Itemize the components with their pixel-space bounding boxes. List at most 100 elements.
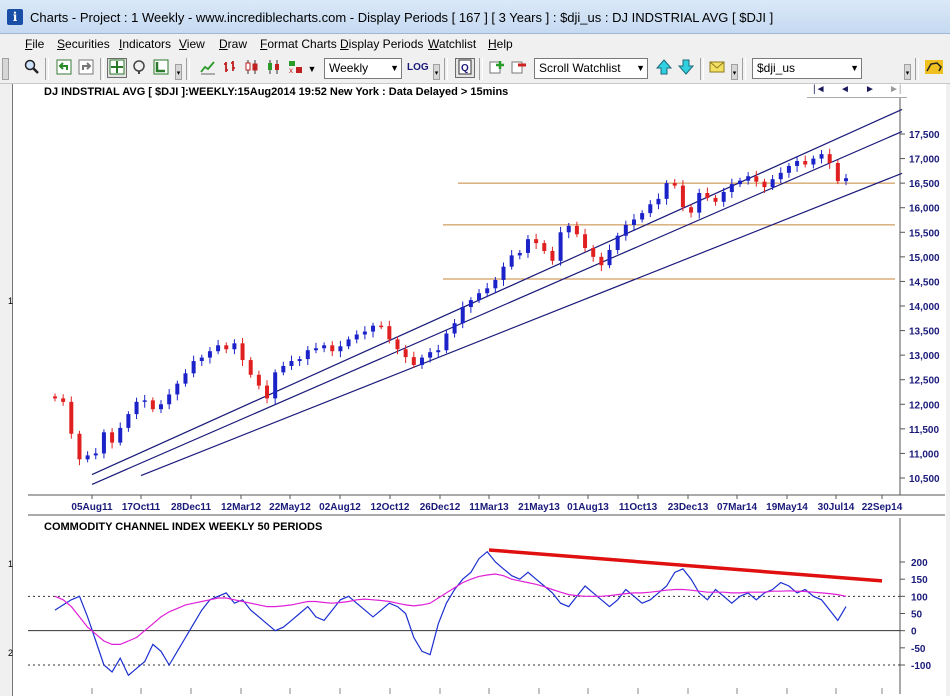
line-chart-icon[interactable] (198, 58, 218, 78)
next-page-icon[interactable]: ► (865, 84, 875, 95)
candle-body (697, 192, 702, 213)
candle-body (623, 224, 628, 236)
add-security-icon[interactable] (487, 58, 507, 78)
candle-body (786, 165, 791, 173)
toolbar-grip[interactable]: ▾ (731, 64, 738, 80)
candle-body (354, 334, 359, 340)
menu-help[interactable]: Help (488, 37, 513, 51)
chart-type-icon[interactable] (151, 58, 171, 78)
candle-body (110, 432, 115, 443)
cci-y-tick-label: -100 (911, 661, 931, 672)
price-y-tick-label: 12,000 (909, 400, 940, 411)
bull-icon[interactable] (924, 58, 944, 78)
toolbar-grip[interactable]: ▾ (175, 64, 182, 80)
toolbar-grip[interactable] (2, 58, 9, 80)
price-panel-label: 1 (8, 296, 14, 306)
candle-body (224, 345, 229, 350)
undo-icon[interactable] (54, 58, 74, 78)
price-x-tick-label: 28Dec11 (171, 502, 211, 513)
candle-body (371, 325, 376, 332)
price-y-tick-label: 16,500 (909, 179, 940, 190)
toolbar-grip[interactable]: ▾ (433, 64, 440, 80)
title-bar: i Charts - Project : 1 Weekly - www.incr… (0, 0, 950, 34)
candle-body (118, 427, 123, 443)
menu-watchlist[interactable]: Watchlist (428, 37, 477, 51)
candle-body (468, 300, 473, 307)
down-arrow-icon[interactable] (676, 58, 696, 78)
menu-indicators[interactable]: Indicators (119, 37, 172, 51)
menu-securities[interactable]: Securities (57, 37, 110, 51)
toolbar-grip[interactable]: ▾ (904, 64, 911, 80)
channel-line-lower (140, 172, 903, 477)
candle-body (265, 385, 270, 399)
security-select[interactable]: $dji_us ▼ (752, 58, 862, 79)
candle-body (69, 401, 74, 434)
cci-panel-label-1: 1 (8, 559, 14, 569)
menu-format-charts[interactable]: Format Charts (260, 37, 337, 51)
candle-body (583, 234, 588, 249)
quick-view-icon[interactable]: Q (455, 58, 475, 78)
bar-chart-icon[interactable] (220, 58, 240, 78)
candle-body (452, 323, 457, 334)
equivolume-icon[interactable]: x (286, 58, 306, 78)
candle-body (835, 162, 840, 182)
previous-page-icon[interactable]: ◄ (840, 84, 850, 95)
app-icon: i (7, 9, 23, 25)
crosshair-icon[interactable] (107, 58, 127, 78)
price-y-tick-label: 17,000 (909, 155, 940, 166)
chevron-down-icon: ▼ (850, 63, 859, 73)
candle-body (248, 360, 253, 375)
toolbar: ▾ x ▼ Weekly ▼ LOG ▾ Q Scroll Watchlist ▼ … (0, 54, 950, 84)
menu-file[interactable]: File (25, 37, 45, 51)
candle-body (216, 345, 221, 352)
cci-y-tick-label: -50 (911, 644, 926, 655)
candle-body (159, 404, 164, 410)
menu-display-periods[interactable]: Display Periods (340, 37, 424, 51)
candle-body (93, 453, 98, 456)
magnifier-icon[interactable] (129, 58, 149, 78)
price-y-tick-label: 13,500 (909, 327, 940, 338)
zoom-icon[interactable] (22, 58, 42, 78)
price-y-tick-label: 13,000 (909, 351, 940, 362)
price-y-tick-label: 15,000 (909, 253, 940, 264)
candle-body (664, 183, 669, 199)
candle-body (403, 349, 408, 358)
mail-icon[interactable] (707, 58, 727, 78)
chart-area[interactable] (12, 84, 950, 696)
price-y-tick-label: 15,500 (909, 228, 940, 239)
candle-body (199, 357, 204, 362)
chevron-down-icon[interactable]: ▼ (307, 64, 317, 74)
last-page-icon[interactable]: ►| (889, 84, 902, 95)
candle-body (150, 400, 155, 410)
menu-draw[interactable]: Draw (219, 37, 248, 51)
watchlist-select[interactable]: Scroll Watchlist ▼ (534, 58, 648, 79)
candle-body (240, 343, 245, 361)
candle-body (803, 161, 808, 165)
candle-body (207, 351, 212, 358)
candle-fill-icon[interactable] (264, 58, 284, 78)
candle-body (273, 372, 278, 399)
remove-security-icon[interactable] (509, 58, 529, 78)
cci-chart-title: COMMODITY CHANNEL INDEX WEEKLY 50 PERIOD… (44, 521, 323, 533)
period-select[interactable]: Weekly ▼ (324, 58, 402, 79)
channel-line-upper (91, 108, 903, 476)
cci-y-tick-label: 0 (911, 627, 917, 638)
candle-body (795, 161, 800, 166)
candle-body (395, 339, 400, 350)
log-scale-button[interactable]: LOG (407, 62, 429, 73)
price-x-tick-label: 05Aug11 (71, 502, 113, 513)
redo-icon[interactable] (76, 58, 96, 78)
price-chart-title: DJ INDSTRIAL AVG [ $DJI ]:WEEKLY:15Aug20… (44, 86, 509, 98)
candle-chart-icon[interactable] (242, 58, 262, 78)
menu-bar: File Securities Indicators View Draw For… (0, 34, 950, 54)
candle-body (142, 400, 147, 402)
candle-body (534, 239, 539, 244)
up-arrow-icon[interactable] (654, 58, 674, 78)
first-page-icon[interactable]: |◄ (813, 84, 826, 95)
price-y-tick-label: 11,500 (909, 425, 939, 436)
menu-view[interactable]: View (179, 37, 205, 51)
price-y-tick-label: 11,000 (909, 449, 939, 460)
candle-body (411, 357, 416, 365)
candle-body (558, 232, 563, 261)
